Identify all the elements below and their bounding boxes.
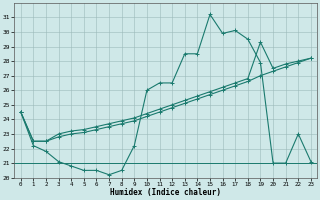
X-axis label: Humidex (Indice chaleur): Humidex (Indice chaleur): [110, 188, 221, 197]
